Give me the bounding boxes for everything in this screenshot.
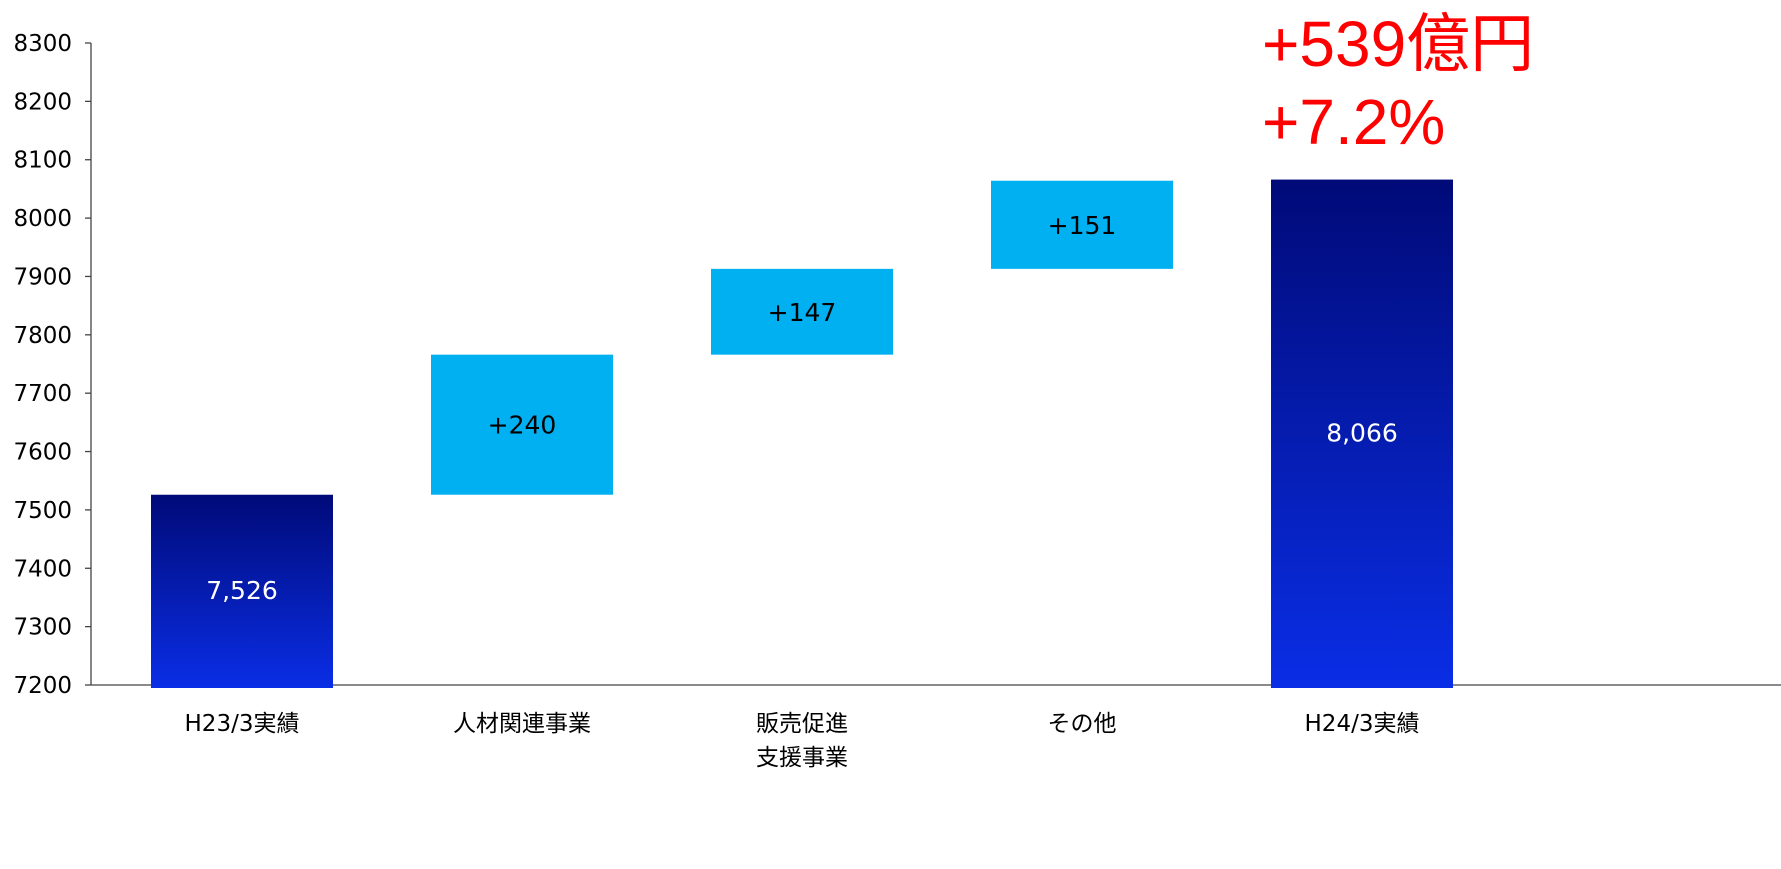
delta-bar (711, 268, 893, 355)
y-tick-label: 8000 (13, 206, 72, 232)
y-tick-label: 7900 (13, 264, 72, 290)
y-tick-label: 7500 (13, 498, 72, 524)
y-tick-label: 7400 (13, 556, 72, 582)
y-tick-label: 7300 (13, 615, 72, 641)
x-category-label: 販売促進 (756, 711, 848, 737)
y-tick-label: 7600 (13, 440, 72, 466)
bar-value-label: +147 (768, 298, 837, 327)
x-category-label: その他 (1048, 711, 1117, 737)
bar-value-label: 7,526 (206, 576, 278, 605)
y-tick-label: 7700 (13, 381, 72, 407)
y-tick-label: 7800 (13, 323, 72, 349)
axis-layer: 7200 7300 7400 7500 7600 7700 7800 7900 8000 8100… (13, 31, 1781, 699)
annotation-layer: +539億円+7.2% (1262, 8, 1534, 158)
change-annotation: +539億円 (1262, 8, 1534, 80)
change-annotation: +7.2% (1262, 86, 1445, 158)
x-category-label: 支援事業 (756, 745, 848, 771)
y-tick-label: 8200 (13, 89, 72, 115)
x-category-label: 人材関連事業 (453, 711, 591, 737)
y-tick-label: 7200 (13, 673, 72, 699)
total-bar (151, 494, 333, 688)
bar-value-label: +240 (488, 411, 557, 440)
delta-bar (991, 180, 1173, 269)
y-tick-label: 8100 (13, 148, 72, 174)
delta-bar (431, 354, 613, 495)
bar-layer (151, 179, 1453, 688)
bar-value-label: 8,066 (1326, 418, 1398, 447)
x-category-label: H23/3実績 (185, 711, 300, 737)
x-category-label: H24/3実績 (1305, 711, 1420, 737)
bar-value-label: +151 (1048, 211, 1117, 240)
total-bar (1271, 179, 1453, 688)
y-tick-label: 8300 (13, 31, 72, 57)
